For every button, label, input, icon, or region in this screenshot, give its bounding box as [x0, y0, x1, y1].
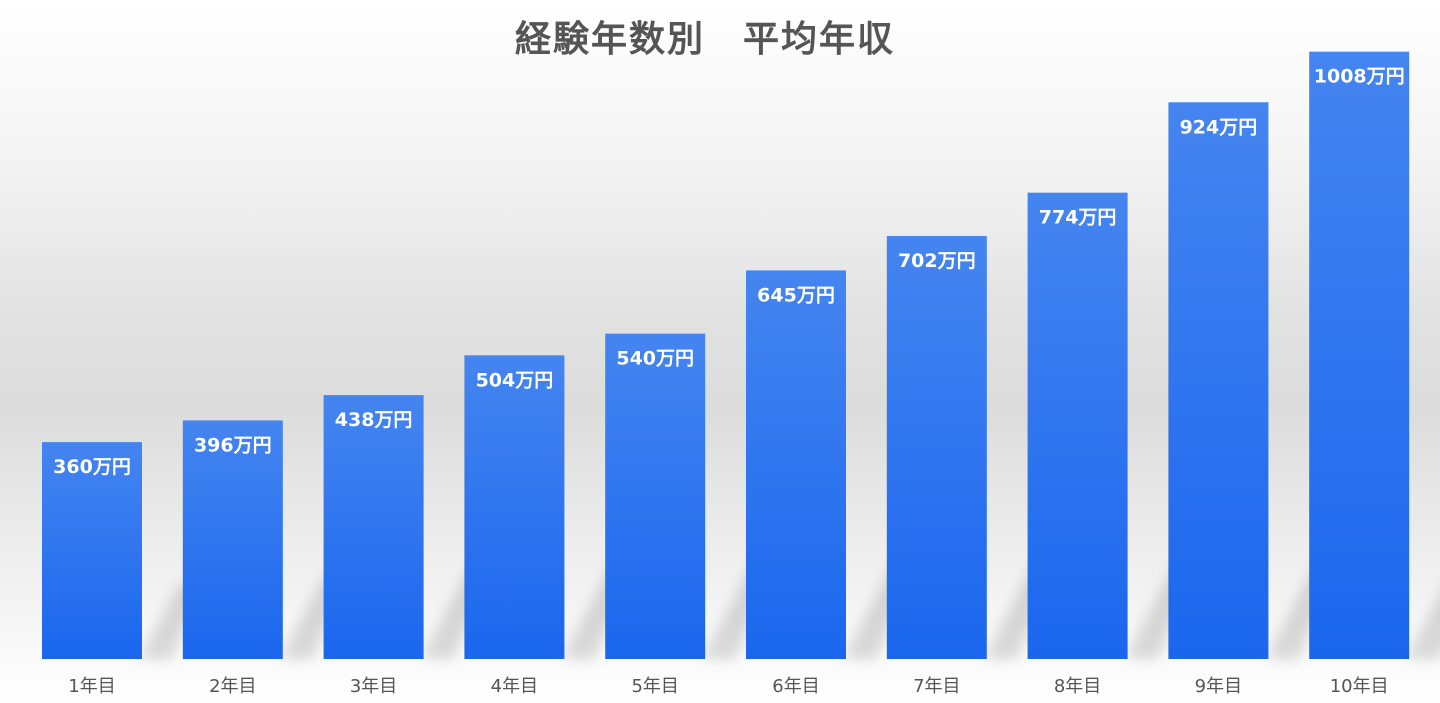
bar-value-label: 774万円 — [1039, 207, 1117, 229]
category-label: 2年目 — [209, 676, 256, 697]
bar — [886, 236, 987, 660]
category-label: 7年目 — [913, 676, 960, 697]
category-label: 6年目 — [772, 676, 819, 697]
bar-value-label: 504万円 — [476, 369, 554, 391]
bar-value-label: 645万円 — [757, 284, 835, 306]
category-label: 3年目 — [350, 676, 397, 697]
bar-shadow — [1409, 594, 1440, 659]
bar-series — [42, 51, 1410, 660]
bar — [1309, 51, 1410, 660]
category-axis-labels: 1年目 2年目 3年目 4年目 5年目 6年目 7年目 8年目 9年目 10年目 — [68, 676, 1388, 697]
bar — [1168, 102, 1269, 660]
bar-value-label: 702万円 — [898, 250, 976, 272]
bar — [182, 420, 283, 659]
bar-value-label: 396万円 — [194, 434, 272, 456]
bar — [746, 270, 846, 659]
chart-title: 経験年数別 平均年収 — [514, 19, 895, 60]
category-label: 1年目 — [68, 676, 115, 697]
bar — [323, 395, 424, 659]
category-label: 10年目 — [1330, 676, 1389, 697]
bar-value-label: 438万円 — [335, 409, 413, 431]
bar-value-label: 360万円 — [53, 456, 131, 478]
bar-value-label: 924万円 — [1180, 116, 1258, 138]
bar-value-label: 1008万円 — [1314, 66, 1405, 88]
bar-value-labels: 360万円 396万円 438万円 504万円 540万円 645万円 702万円 774万円… — [53, 66, 1404, 478]
category-label: 9年目 — [1195, 676, 1242, 697]
category-label: 5年目 — [631, 676, 678, 697]
bar — [605, 333, 706, 659]
category-label: 4年目 — [491, 676, 538, 697]
category-label: 8年目 — [1054, 676, 1101, 697]
bar — [1027, 192, 1128, 660]
bar — [464, 355, 565, 659]
bar — [42, 442, 142, 659]
bar-value-label: 540万円 — [616, 348, 694, 370]
